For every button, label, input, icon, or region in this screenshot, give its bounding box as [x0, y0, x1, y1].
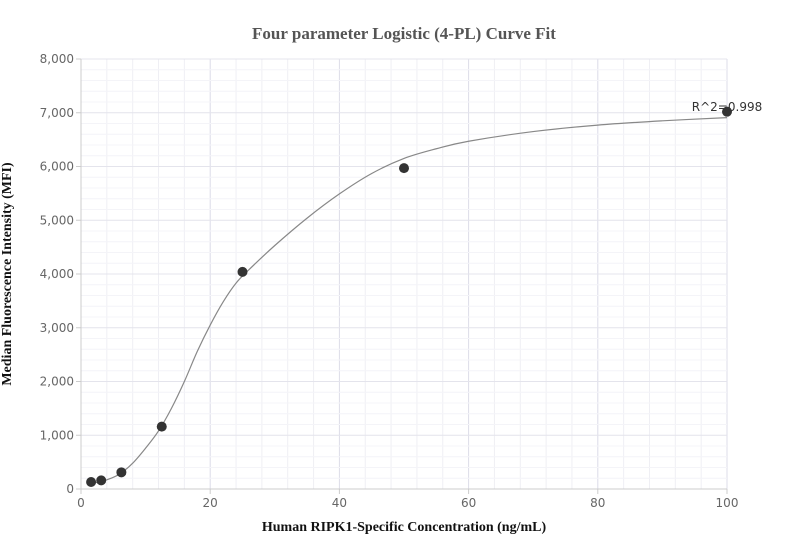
x-tick-label: 0: [77, 496, 85, 510]
data-point: [116, 467, 127, 478]
y-tick-label: 2,000: [40, 375, 74, 389]
data-point: [96, 475, 107, 486]
data-point: [722, 106, 732, 117]
fit-curve: [93, 116, 728, 484]
data-point: [399, 163, 409, 174]
fit-curve-layer: [93, 116, 728, 484]
y-tick-label: 5,000: [40, 213, 74, 227]
grid: [80, 58, 728, 490]
x-tick-label: 20: [203, 496, 218, 510]
y-tick-label: 7,000: [40, 106, 74, 120]
y-tick-label: 0: [66, 482, 74, 496]
x-tick-label: 80: [590, 496, 605, 510]
x-axis-ticks: 0 20 40 60 80 100: [77, 489, 738, 510]
data-point: [156, 421, 167, 432]
data-point: [86, 477, 97, 488]
x-tick-label: 60: [461, 496, 476, 510]
y-tick-label: 1,000: [40, 428, 74, 442]
x-axis-label: Human RIPK1-Specific Concentration (ng/m…: [262, 520, 547, 535]
y-axis-label: Median Fluorescence Intensity (MFI): [0, 162, 15, 386]
y-tick-label: 3,000: [40, 321, 74, 335]
y-tick-label: 6,000: [40, 160, 74, 174]
x-tick-label: 100: [716, 496, 739, 510]
x-tick-label: 40: [332, 496, 347, 510]
data-point: [237, 266, 248, 277]
data-points: [86, 106, 732, 488]
chart-title: Four parameter Logistic (4-PL) Curve Fit: [252, 24, 556, 43]
y-axis-ticks: 0 1,000 2,000 3,000 4,000 5,000 6,000 7,000 8,00…: [40, 52, 81, 496]
y-tick-label: 8,000: [40, 52, 74, 66]
r-squared-annotation: R^2=0.998: [692, 100, 762, 114]
y-tick-label: 4,000: [40, 267, 74, 281]
